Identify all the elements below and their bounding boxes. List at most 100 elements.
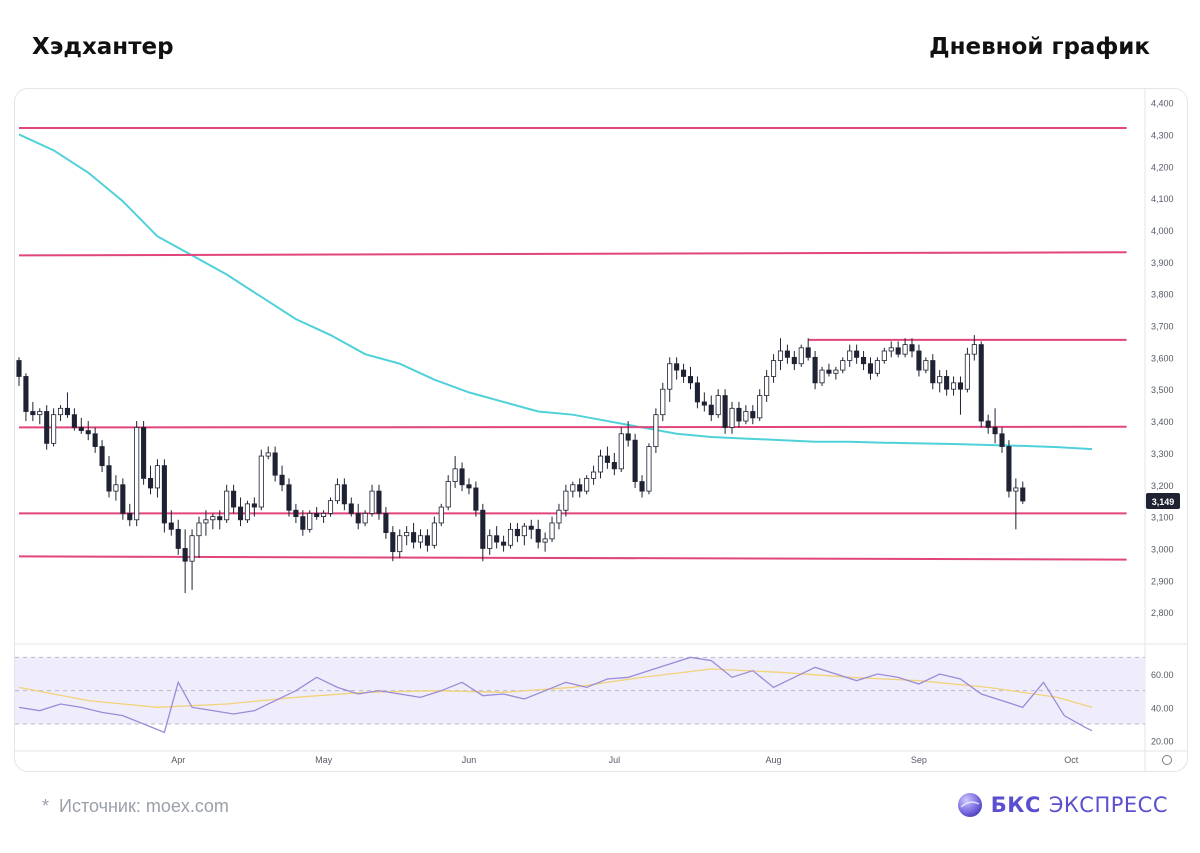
candle-body	[99, 446, 105, 467]
candle-body	[639, 481, 645, 492]
candle-body	[404, 532, 410, 537]
candle-body	[888, 347, 894, 352]
candle-body	[251, 503, 257, 508]
candle-body	[729, 407, 735, 428]
candle-body	[300, 516, 306, 530]
candle-body	[327, 500, 334, 514]
candle-body	[964, 353, 970, 390]
candle-body	[646, 446, 652, 492]
candle-body	[307, 513, 313, 530]
candle-body	[64, 407, 71, 416]
candle-body	[71, 414, 77, 428]
candle-body	[978, 344, 984, 422]
candle-body	[397, 535, 403, 553]
candle-body	[459, 468, 465, 486]
candle-body	[715, 395, 721, 416]
candle-body	[189, 535, 195, 562]
date-tick-label: Jul	[609, 755, 621, 765]
candle-body	[791, 356, 797, 365]
candle-body	[694, 382, 700, 403]
price-tick-label: 4,400	[1151, 99, 1174, 109]
candle-body	[549, 522, 555, 540]
rsi-tick-label: 60.00	[1151, 670, 1174, 680]
candle-body	[563, 490, 569, 511]
candle-body	[604, 455, 610, 463]
candle-body	[355, 513, 361, 524]
date-tick-label: Apr	[171, 755, 185, 765]
candle-body	[210, 516, 216, 521]
candle-body	[764, 376, 770, 396]
candle-body	[217, 516, 223, 521]
ma200-line	[18, 133, 1093, 451]
candle-body	[134, 427, 140, 521]
candle-body	[334, 484, 340, 502]
axis-settings-icon	[1162, 755, 1172, 765]
candle-body	[957, 382, 964, 390]
price-tick-label: 2,800	[1151, 608, 1174, 618]
candle-body	[161, 465, 167, 524]
candle-body	[777, 350, 784, 361]
candle-body	[992, 427, 998, 435]
candle-body	[141, 427, 147, 479]
price-chart[interactable]: 2,800 2,900 3,000 3,100 3,200 3,300 3,400 3,500…	[15, 89, 1187, 771]
candle-body	[653, 414, 659, 447]
candle-body	[701, 401, 707, 406]
date-tick-label: May	[315, 755, 333, 765]
last-price-badge	[1146, 492, 1180, 509]
source-note: * Источник: moex.com	[42, 796, 229, 817]
candle-body	[265, 452, 271, 457]
candle-body	[840, 360, 846, 371]
candle-body	[1020, 487, 1026, 502]
candle-body	[480, 509, 486, 549]
candle-body	[930, 360, 936, 384]
candle-body	[916, 350, 922, 371]
candle-body	[681, 369, 687, 377]
candle-body	[660, 388, 666, 416]
price-tick-label: 4,200	[1151, 162, 1174, 172]
candle-body	[494, 535, 500, 543]
candle-body	[867, 363, 874, 374]
candle-body	[16, 360, 22, 377]
candle-body	[535, 528, 541, 543]
candle-body	[528, 525, 534, 530]
candle-body	[348, 503, 354, 514]
candle-body	[127, 513, 133, 521]
price-tick-label: 3,700	[1151, 322, 1174, 332]
candle-body	[383, 513, 389, 533]
candle-body	[424, 535, 430, 546]
rsi-ma-line	[18, 668, 1093, 708]
candle-body	[362, 513, 368, 524]
candle-body	[51, 414, 57, 444]
candle-body	[293, 509, 299, 518]
candle-body	[369, 490, 375, 514]
candle-body	[438, 506, 444, 524]
candle-body	[514, 528, 520, 537]
candle-body	[833, 369, 839, 374]
candle-body	[44, 411, 50, 444]
rsi-tick-label: 20.00	[1151, 737, 1174, 747]
price-tick-label: 4,100	[1151, 194, 1174, 204]
candle-body	[521, 525, 527, 537]
candle-body	[168, 522, 174, 530]
chart-panel[interactable]: 2,800 2,900 3,000 3,100 3,200 3,300 3,400 3,500…	[14, 88, 1188, 772]
candle-body	[577, 484, 583, 492]
support-resistance-level	[18, 555, 1127, 561]
price-tick-label: 3,600	[1151, 353, 1174, 363]
candle-body	[279, 474, 285, 486]
price-tick-label: 3,900	[1151, 258, 1174, 268]
candle-body	[632, 439, 638, 482]
candle-body	[757, 395, 763, 419]
candle-body	[708, 404, 714, 416]
candle-body	[113, 484, 119, 492]
candle-body	[584, 477, 590, 492]
brand-name-thin: ЭКСПРЕСС	[1048, 793, 1168, 817]
candle-body	[750, 411, 756, 419]
candle-body	[812, 356, 818, 384]
candle-body	[85, 430, 91, 435]
price-tick-label: 3,300	[1151, 449, 1174, 459]
candle-body	[937, 376, 943, 384]
candle-body	[78, 427, 84, 432]
support-resistance-level	[18, 425, 1127, 429]
brand-name-bold: БКС	[990, 793, 1041, 817]
